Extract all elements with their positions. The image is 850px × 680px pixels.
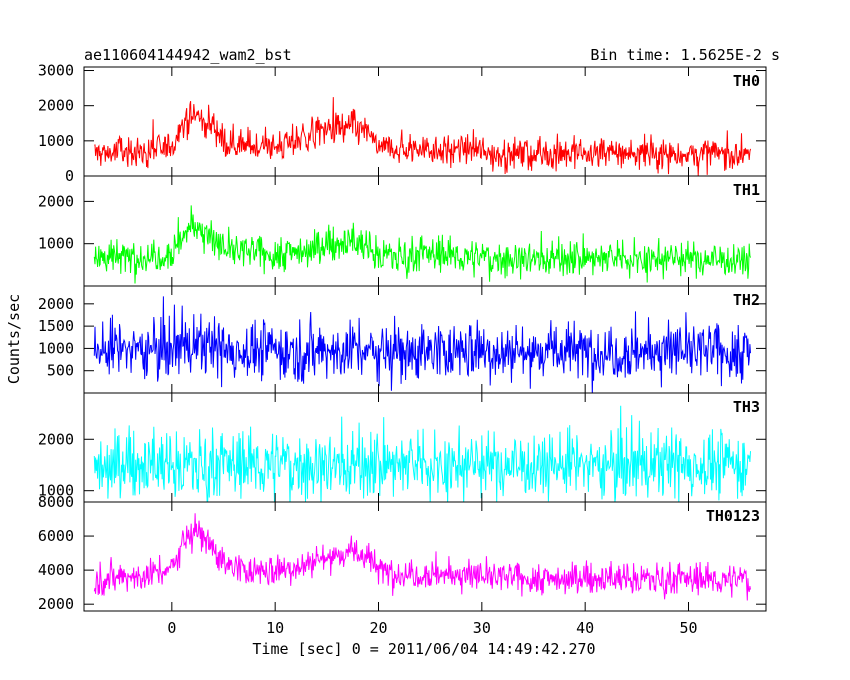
panel-th0123: 2000 4000 6000 8000 TH0123 — [38, 493, 767, 613]
panel-frame — [83, 501, 767, 612]
panel-th1: 1000 2000 TH1 — [38, 175, 767, 287]
series-line-th0123 — [93, 513, 751, 601]
y-tick-label: 500 — [47, 362, 74, 380]
panel-label: TH0 — [733, 72, 760, 90]
y-tick-label: 2000 — [38, 295, 74, 313]
panel-frame — [83, 66, 767, 177]
y-axis-label: Counts/sec — [5, 294, 23, 384]
x-tick-label: 50 — [679, 619, 697, 637]
y-tick-label: 1000 — [38, 235, 74, 253]
y-tick-label: 0 — [65, 167, 74, 185]
y-tick-label: 3000 — [38, 62, 74, 80]
y-tick-label: 2000 — [38, 430, 74, 448]
series-line-th1 — [93, 205, 751, 284]
y-tick-label: 6000 — [38, 527, 74, 545]
y-tick-label: 2000 — [38, 595, 74, 613]
x-axis-label: Time [sec] 0 = 2011/06/04 14:49:42.270 — [252, 640, 595, 658]
y-tick-label: 2000 — [38, 97, 74, 115]
panel-th3: 1000 2000 TH3 — [38, 392, 767, 503]
panel-th0: 0 1000 2000 3000 TH0 — [38, 62, 767, 185]
x-tick-label: 30 — [473, 619, 491, 637]
panel-label: TH1 — [733, 181, 760, 199]
series-line-th3 — [93, 405, 751, 502]
series-line-th2 — [93, 296, 751, 393]
y-tick-label: 1500 — [38, 317, 74, 335]
bin-time-label: Bin time: 1.5625E-2 s — [590, 46, 780, 64]
series-line-th0 — [94, 97, 751, 176]
y-tick-label: 2000 — [38, 192, 74, 210]
x-tick-label: 10 — [266, 619, 284, 637]
y-tick-label: 1000 — [38, 132, 74, 150]
panel-label: TH0123 — [706, 507, 760, 525]
x-tick-label: 20 — [369, 619, 387, 637]
y-tick-label: 4000 — [38, 561, 74, 579]
panel-label: TH3 — [733, 398, 760, 416]
y-tick-label: 1000 — [38, 339, 74, 357]
panel-th2: 500 1000 1500 2000 TH2 — [38, 285, 767, 394]
panels-group: 0100020003000TH010002000TH15001000150020… — [38, 62, 767, 637]
y-tick-label: 8000 — [38, 493, 74, 511]
x-tick-label: 40 — [576, 619, 594, 637]
y-tick-label: 1000 — [38, 482, 74, 500]
panel-label: TH2 — [733, 291, 760, 309]
chart-title: ae110604144942_wam2_bst — [84, 46, 292, 64]
x-tick-label: 0 — [167, 619, 176, 637]
